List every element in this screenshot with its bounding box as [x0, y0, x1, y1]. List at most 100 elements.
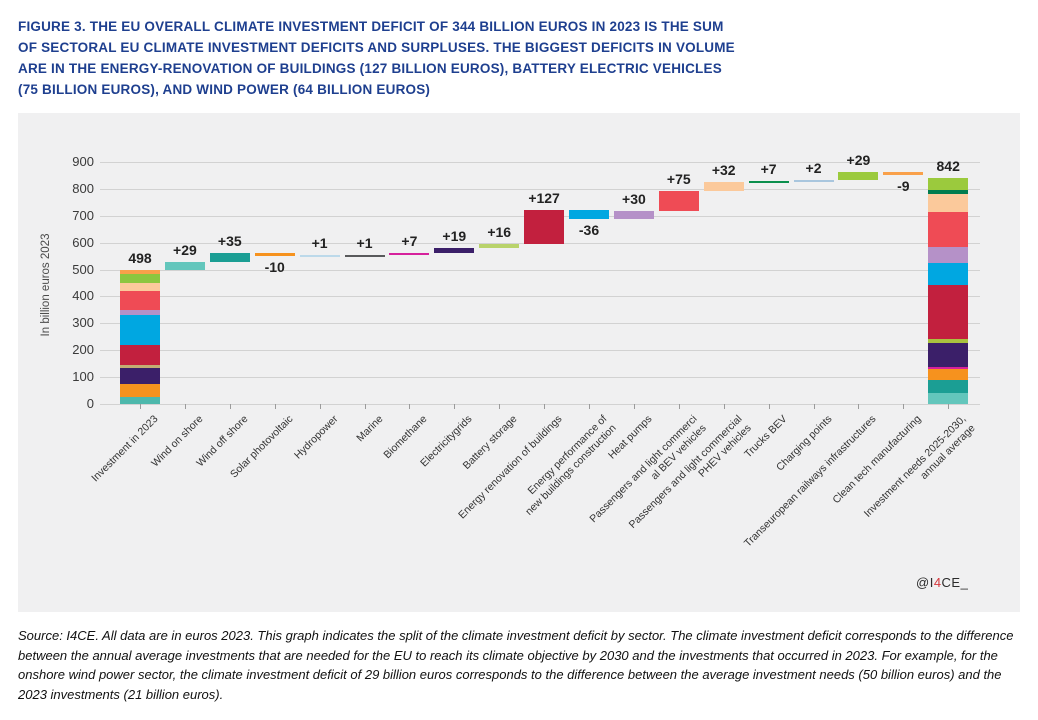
- bar-hydropower: [299, 255, 340, 258]
- bar-segment: [928, 338, 969, 344]
- bar-marine: [344, 255, 385, 258]
- bar-biomethane: [389, 253, 430, 256]
- value-label-battery-storage: +16: [487, 223, 512, 240]
- value-label-solar-photovoltaic: -10: [264, 258, 285, 275]
- x-tick: [544, 404, 546, 409]
- value-label-heat-pumps: +30: [622, 191, 646, 208]
- value-label-biomethane: +7: [401, 233, 418, 250]
- bar-segment: [928, 284, 969, 339]
- value-label-marine: +1: [356, 235, 373, 252]
- bar-segment: [928, 211, 969, 247]
- bar-heat-pumps: [613, 211, 654, 220]
- bar-segment: [120, 282, 160, 292]
- value-label-bev-vehicles: +75: [666, 171, 691, 188]
- x-tick: [409, 404, 411, 409]
- x-tick: [319, 404, 321, 409]
- value-label-wind-off-shore: +35: [217, 232, 242, 249]
- y-tick-label: 300: [72, 315, 94, 331]
- value-label-transeuropean-railways: +29: [846, 152, 871, 169]
- value-label-investment-2023: 498: [128, 250, 152, 267]
- bar-segment: [120, 291, 160, 311]
- value-label-investment-needs-2025-2030: 842: [936, 157, 960, 174]
- y-tick-label: 400: [72, 288, 94, 304]
- value-label-energy-renovation-buildings: +127: [528, 189, 560, 206]
- x-tick: [140, 404, 141, 409]
- watermark-prefix: @I: [916, 575, 934, 590]
- source-note: Source: I4CE. All data are in euros 2023…: [18, 628, 1014, 702]
- bar-segment: [928, 263, 969, 285]
- y-tick-label: 700: [72, 207, 94, 223]
- value-label-hydropower: +1: [311, 235, 328, 252]
- value-label-electricity-grids: +19: [442, 228, 467, 245]
- y-axis-title: In billion euros 2023: [40, 233, 52, 337]
- bar-phev-vehicles: [703, 182, 744, 192]
- y-tick-label: 900: [72, 153, 94, 169]
- bar-bev-vehicles: [658, 191, 699, 212]
- bar-solar-photovoltaic: [254, 252, 295, 256]
- bar-segment: [928, 193, 969, 212]
- gridline: [100, 161, 980, 163]
- y-tick-label: 800: [72, 180, 94, 196]
- bar-trucks-bev: [748, 180, 789, 183]
- figure-title-line: (75 BILLION EUROS), AND WIND POWER (64 B…: [18, 82, 431, 97]
- watermark-suffix: CE_: [941, 575, 969, 590]
- bar-segment: [120, 274, 160, 283]
- x-tick: [274, 404, 276, 409]
- x-tick: [229, 404, 231, 409]
- bar-investment-needs-2025-2030: [928, 177, 969, 404]
- x-tick: [723, 404, 725, 409]
- x-tick: [678, 404, 680, 409]
- gridline: [100, 323, 980, 325]
- x-label-battery-storage: Battery storage: [460, 413, 520, 472]
- value-label-wind-on-shore: +29: [173, 242, 197, 259]
- bar-segment: [120, 367, 160, 384]
- chart-panel: In billion euros 2023 0 100 200 300 400 500 60…: [18, 113, 1020, 612]
- bar-battery-storage: [479, 243, 520, 249]
- bar-segment: [928, 392, 969, 404]
- x-label-solar-photovoltaic: Solar photovoltaic: [227, 413, 296, 481]
- x-tick: [589, 404, 590, 409]
- gridline: [100, 404, 980, 405]
- gridline: [100, 269, 980, 271]
- x-tick: [858, 404, 860, 409]
- bar-segment: [120, 383, 160, 398]
- x-tick: [184, 404, 186, 409]
- x-label-marine: Marine: [353, 413, 385, 445]
- x-label-trucks-bev: Trucks BEV: [741, 413, 790, 461]
- bar-energy-performance-new-buildings: [569, 209, 609, 220]
- bar-wind-on-shore: [164, 262, 205, 271]
- value-label-phev-vehicles: +32: [711, 162, 736, 179]
- bar-segment: [120, 365, 160, 368]
- x-tick: [633, 404, 635, 409]
- bar-electricity-grids: [434, 248, 475, 254]
- bar-segment: [120, 397, 160, 404]
- x-label-investment-2023: Investment in 2023: [89, 413, 161, 485]
- bar-clean-tech-manufacturing: [883, 172, 924, 175]
- watermark-highlight: 4: [933, 575, 942, 590]
- y-tick-label: 200: [72, 342, 94, 358]
- bar-transeuropean-railways: [838, 172, 879, 180]
- figure-title-line: FIGURE 3. THE EU OVERALL CLIMATE INVESTM…: [18, 19, 724, 34]
- value-label-trucks-bev: +7: [760, 160, 777, 177]
- x-tick: [499, 404, 501, 409]
- value-label-charging-points: +2: [805, 160, 822, 176]
- bar-investment-2023: [120, 270, 160, 404]
- y-tick-label: 500: [72, 261, 94, 277]
- bar-segment: [928, 379, 969, 393]
- y-tick-label: 0: [86, 396, 94, 411]
- bar-segment: [928, 366, 969, 370]
- bar-segment: [928, 190, 969, 194]
- y-tick-label: 600: [72, 234, 94, 250]
- bar-segment: [120, 344, 160, 366]
- bar-energy-renovation-buildings: [524, 209, 565, 244]
- x-tick: [813, 404, 815, 409]
- gridline: [100, 377, 980, 379]
- x-label-biomethane: Biomethane: [381, 413, 430, 462]
- bar-segment: [928, 177, 969, 191]
- i4ce-watermark: @I4CE_: [916, 575, 968, 590]
- y-tick-label: 100: [72, 369, 94, 385]
- figure-title-line: OF SECTORAL EU CLIMATE INVESTMENT DEFICI…: [18, 40, 735, 55]
- x-tick: [903, 404, 905, 409]
- value-label-clean-tech-manufacturing: -9: [897, 177, 910, 194]
- x-tick: [768, 404, 770, 409]
